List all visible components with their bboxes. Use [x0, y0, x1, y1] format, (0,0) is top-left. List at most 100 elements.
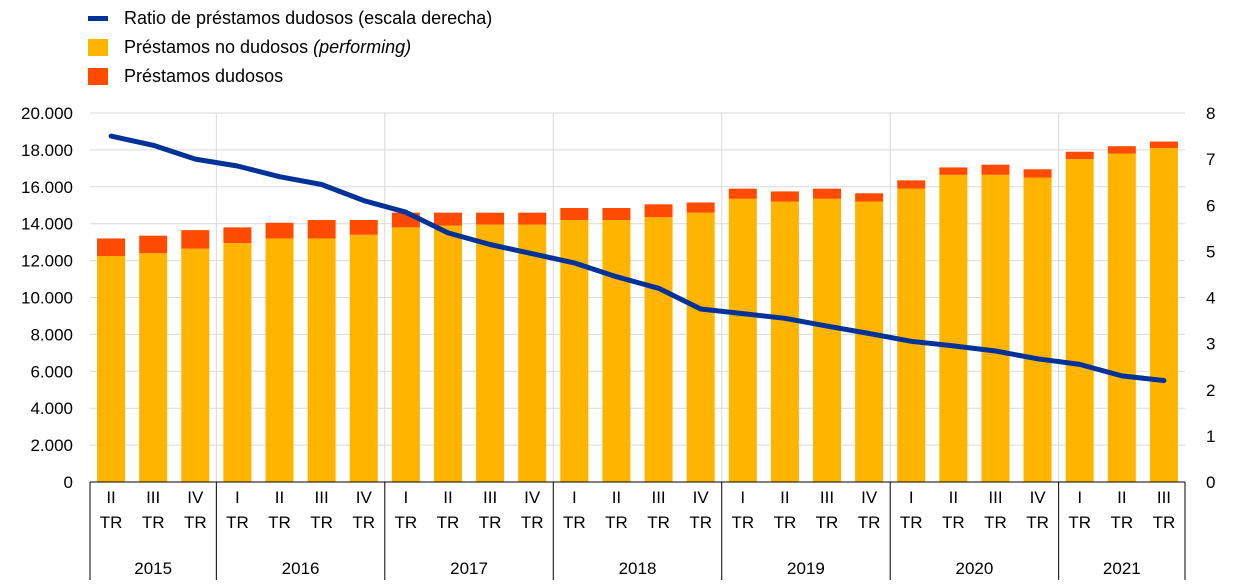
bar-performing [139, 253, 168, 482]
legend-label-nonperforming: Préstamos dudosos [124, 66, 284, 86]
x-quarter-label: IV [524, 488, 541, 507]
ratio-line [108, 133, 1167, 383]
bar-performing [981, 174, 1010, 482]
bar-performing [897, 188, 926, 482]
bar-nonperforming [728, 188, 757, 199]
y-left-tick-label: 20.000 [21, 104, 73, 123]
bar-nonperforming [813, 188, 842, 199]
bar-nonperforming [1065, 151, 1094, 160]
legend-item-performing: Préstamos no dudosos (performing) [88, 33, 492, 62]
bar-performing [433, 225, 462, 483]
bar-nonperforming [897, 180, 926, 189]
x-quarter-suffix: TR [395, 513, 418, 532]
bar-nonperforming [265, 222, 294, 239]
x-quarter-label: I [1077, 488, 1082, 507]
x-quarter-label: IV [861, 488, 878, 507]
bar-nonperforming [602, 208, 631, 221]
x-quarter-suffix: TR [184, 513, 207, 532]
bar-nonperforming [139, 235, 168, 254]
y-right-tick-label: 8 [1206, 104, 1215, 123]
y-left-tick-label: 2.000 [30, 436, 73, 455]
bar-performing [518, 224, 547, 482]
bar-nonperforming [518, 212, 547, 225]
bar-nonperforming [307, 220, 336, 239]
x-quarter-label: III [820, 488, 834, 507]
bar-nonperforming [981, 164, 1010, 175]
x-quarter-suffix: TR [942, 513, 965, 532]
x-quarter-label: II [949, 488, 958, 507]
bar-nonperforming [97, 238, 126, 256]
bar-nonperforming [939, 167, 968, 175]
x-quarter-suffix: TR [479, 513, 502, 532]
y-right-tick-label: 5 [1206, 242, 1215, 261]
x-quarter-suffix: TR [774, 513, 797, 532]
x-year-label: 2021 [1103, 559, 1141, 578]
bar-performing [97, 255, 126, 482]
x-quarter-label: I [403, 488, 408, 507]
x-quarter-label: I [740, 488, 745, 507]
y-left-tick-label: 12.000 [21, 252, 73, 271]
x-quarter-suffix: TR [142, 513, 165, 532]
legend-label-ratio: Ratio de préstamos dudosos (escala derec… [124, 8, 493, 28]
bar-nonperforming [1107, 146, 1136, 154]
bar-nonperforming [560, 208, 589, 221]
x-quarter-suffix: TR [1153, 513, 1176, 532]
bar-nonperforming [770, 191, 799, 202]
y-right-tick-label: 1 [1206, 427, 1215, 446]
x-quarter-suffix: TR [1068, 513, 1091, 532]
y-right-tick-label: 6 [1206, 196, 1215, 215]
x-quarter-suffix: TR [858, 513, 881, 532]
x-quarter-label: IV [187, 488, 204, 507]
x-year-label: 2018 [619, 559, 657, 578]
x-quarter-label: III [483, 488, 497, 507]
x-quarter-suffix: TR [352, 513, 375, 532]
bar-performing [1065, 159, 1094, 482]
x-quarter-suffix: TR [563, 513, 586, 532]
x-year-label: 2015 [134, 559, 172, 578]
y-left-tick-label: 10.000 [21, 289, 73, 308]
bar-performing [602, 220, 631, 482]
bar-performing [644, 217, 673, 482]
x-quarter-suffix: TR [900, 513, 923, 532]
legend-item-ratio: Ratio de préstamos dudosos (escala derec… [88, 4, 492, 33]
x-quarter-label: III [1157, 488, 1171, 507]
bars [97, 141, 1178, 483]
x-quarter-label: II [612, 488, 621, 507]
x-quarter-suffix: TR [984, 513, 1007, 532]
bar-performing [855, 201, 884, 482]
x-quarter-label: IV [356, 488, 373, 507]
x-quarter-suffix: TR [100, 513, 123, 532]
bar-performing [939, 174, 968, 482]
x-year-label: 2016 [282, 559, 320, 578]
y-right-tick-label: 0 [1206, 473, 1215, 492]
x-quarter-label: II [443, 488, 452, 507]
y-left-tick-label: 14.000 [21, 215, 73, 234]
legend-box-swatch-nonperforming [88, 68, 108, 85]
y-right-tick-label: 3 [1206, 335, 1215, 354]
bar-performing [181, 248, 210, 482]
x-quarter-suffix: TR [731, 513, 754, 532]
y-left-tick-label: 16.000 [21, 178, 73, 197]
x-quarter-suffix: TR [647, 513, 670, 532]
y-left-tick-label: 0 [64, 473, 73, 492]
chart-legend: Ratio de préstamos dudosos (escala derec… [88, 4, 492, 91]
x-quarter-label: I [235, 488, 240, 507]
x-quarter-suffix: TR [437, 513, 460, 532]
x-quarter-label: IV [1030, 488, 1047, 507]
bar-performing [1107, 153, 1136, 482]
x-quarter-label: II [780, 488, 789, 507]
y-right-tick-label: 4 [1206, 289, 1215, 308]
bar-performing [265, 238, 294, 482]
bar-performing [391, 227, 420, 482]
bar-nonperforming [644, 204, 673, 218]
legend-box-swatch-performing [88, 39, 108, 56]
y-right-tick-label: 2 [1206, 381, 1215, 400]
x-quarter-label: II [1117, 488, 1126, 507]
bar-nonperforming [349, 220, 378, 235]
x-quarter-label: I [572, 488, 577, 507]
x-quarter-label: III [651, 488, 665, 507]
bar-nonperforming [1023, 169, 1052, 178]
x-year-label: 2019 [787, 559, 825, 578]
legend-line-swatch [88, 16, 108, 21]
